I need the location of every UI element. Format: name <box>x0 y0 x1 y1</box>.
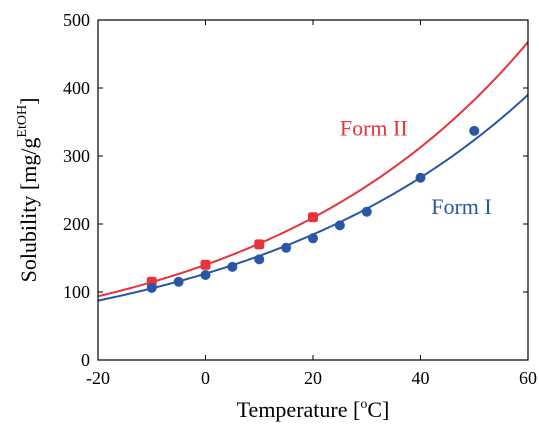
y-tick-label: 300 <box>63 146 90 166</box>
form-i-point <box>415 172 426 183</box>
form-i-point <box>334 220 345 231</box>
form-ii-label: Form II <box>340 116 408 141</box>
form-i-point <box>200 270 211 280</box>
y-tick-label: 500 <box>63 10 90 30</box>
form-i-point <box>469 125 480 136</box>
form-i-point <box>308 233 318 244</box>
x-tick-label: 40 <box>412 368 430 388</box>
x-tick-label: 0 <box>201 368 210 388</box>
form-i-label: Form I <box>431 194 492 219</box>
plot-area <box>98 41 528 302</box>
form-ii-fit-curve <box>98 41 528 298</box>
y-axis-title-sup: EtOH <box>15 105 30 138</box>
x-axis-title: Temperature [oC] <box>237 397 390 422</box>
y-tick-label: 0 <box>81 350 90 370</box>
x-tick-label: 60 <box>519 368 537 388</box>
x-tick-label: -20 <box>86 368 110 388</box>
y-tick-label: 400 <box>63 78 90 98</box>
x-axis-title-sup: o <box>360 397 367 412</box>
form-i-point <box>281 242 292 253</box>
form-i-point <box>173 276 184 287</box>
x-tick-label: 20 <box>304 368 322 388</box>
form-ii-point <box>254 239 265 250</box>
form-i-point <box>254 254 265 265</box>
plot-frame <box>97 19 529 361</box>
form-i-point <box>146 282 157 293</box>
annotations: Form II Form I <box>340 116 492 219</box>
form-i-point <box>361 206 372 217</box>
form-ii-point <box>200 259 211 270</box>
y-tick-label: 100 <box>63 282 90 302</box>
y-tick-label: 200 <box>63 214 90 234</box>
y-axis-title: Solubility [mg/gEtOH] <box>15 98 41 283</box>
form-i-point <box>227 261 238 272</box>
form-ii-point <box>308 212 318 223</box>
